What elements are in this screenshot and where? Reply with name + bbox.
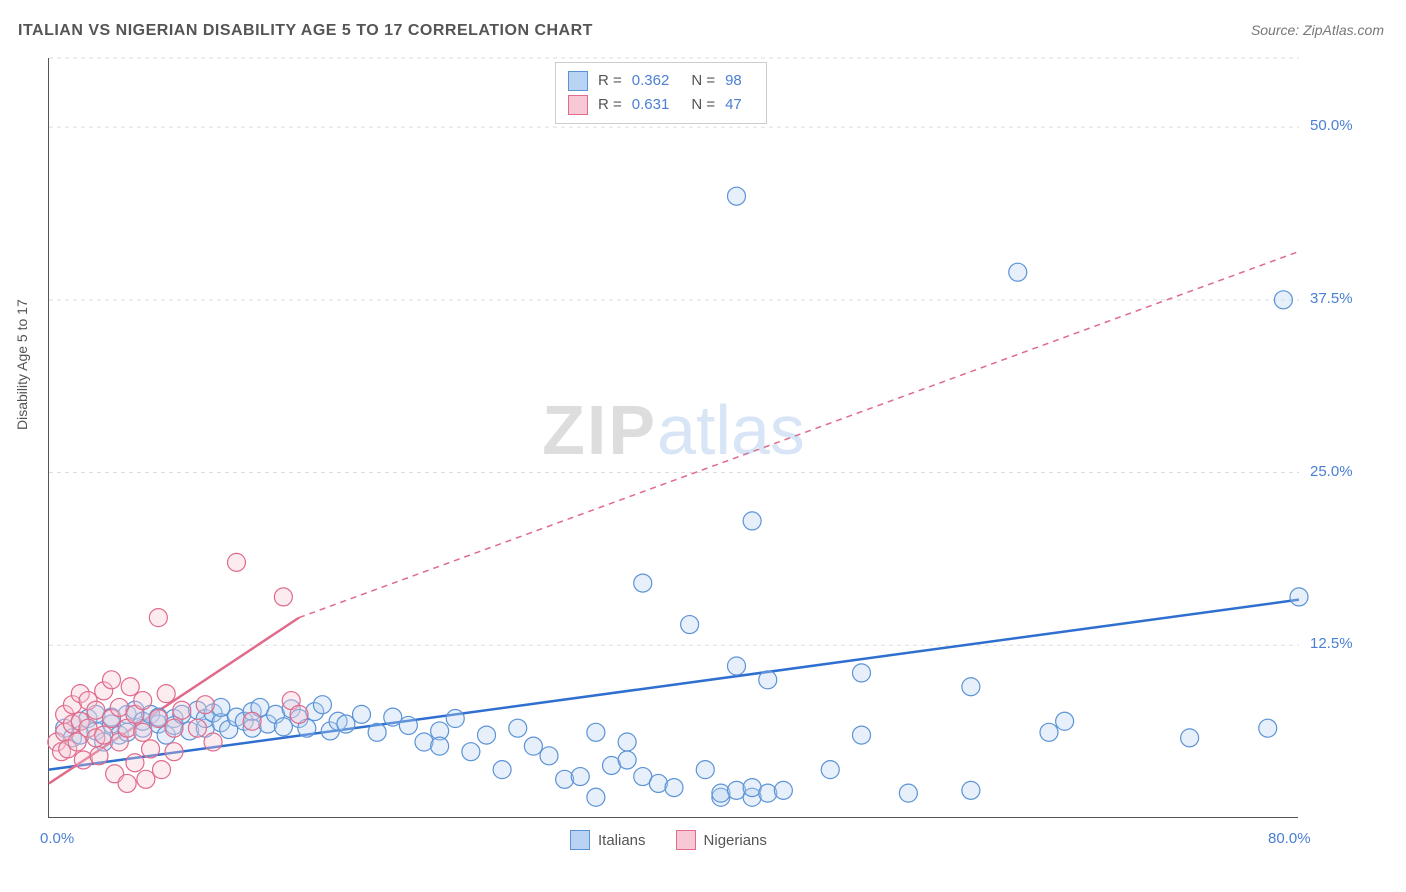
legend-series-item: Nigerians bbox=[676, 830, 767, 850]
legend-r-label: R = bbox=[598, 93, 622, 117]
legend-r-value: 0.362 bbox=[632, 69, 670, 93]
legend-series-label: Italians bbox=[598, 832, 646, 849]
y-tick-label: 25.0% bbox=[1310, 463, 1353, 480]
legend-r-label: R = bbox=[598, 69, 622, 93]
y-tick-label: 12.5% bbox=[1310, 635, 1353, 652]
legend-r-value: 0.631 bbox=[632, 93, 670, 117]
legend-series: Italians Nigerians bbox=[570, 830, 767, 850]
x-tick-min: 0.0% bbox=[40, 830, 74, 847]
legend-n-label: N = bbox=[691, 69, 715, 93]
chart-container: ITALIAN VS NIGERIAN DISABILITY AGE 5 TO … bbox=[0, 0, 1406, 892]
legend-series-item: Italians bbox=[570, 830, 646, 850]
legend-n-value: 47 bbox=[725, 93, 742, 117]
plot-area: ZIPatlas bbox=[48, 58, 1298, 818]
legend-swatch bbox=[570, 830, 590, 850]
y-tick-label: 37.5% bbox=[1310, 290, 1353, 307]
legend-swatch bbox=[676, 830, 696, 850]
chart-title: ITALIAN VS NIGERIAN DISABILITY AGE 5 TO … bbox=[18, 22, 593, 40]
legend-swatch bbox=[568, 95, 588, 115]
legend-swatch bbox=[568, 71, 588, 91]
source-value: ZipAtlas.com bbox=[1303, 22, 1384, 38]
legend-n-value: 98 bbox=[725, 69, 742, 93]
legend-correlation-row: R = 0.362 N = 98 bbox=[568, 69, 754, 93]
plot-svg bbox=[49, 58, 1298, 817]
source-label: Source: bbox=[1251, 22, 1303, 38]
legend-n-label: N = bbox=[691, 93, 715, 117]
legend-series-label: Nigerians bbox=[704, 832, 767, 849]
legend-correlation-box: R = 0.362 N = 98 R = 0.631 N = 47 bbox=[555, 62, 767, 124]
source-attribution: Source: ZipAtlas.com bbox=[1251, 22, 1384, 38]
x-tick-max: 80.0% bbox=[1268, 830, 1311, 847]
y-tick-label: 50.0% bbox=[1310, 117, 1353, 134]
legend-correlation-row: R = 0.631 N = 47 bbox=[568, 93, 754, 117]
y-axis-label: Disability Age 5 to 17 bbox=[14, 299, 30, 430]
